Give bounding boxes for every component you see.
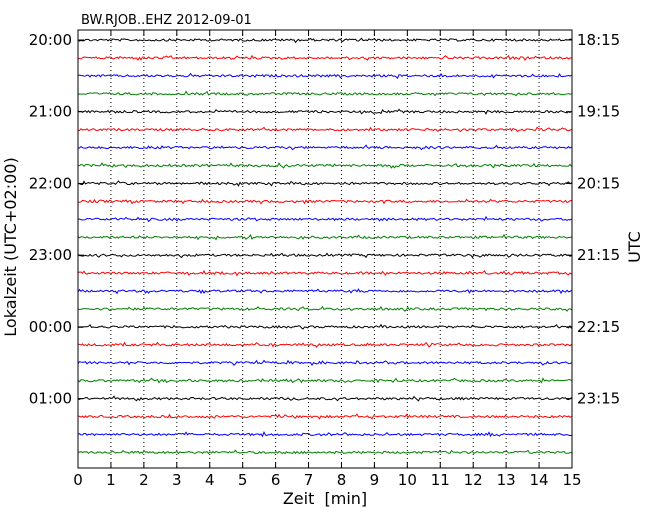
x-tick-label: 4 <box>205 471 215 489</box>
left-axis-ticks: 20:00 21:00 22:00 23:00 00:00 01:00 <box>29 31 84 408</box>
trace-line <box>77 233 572 241</box>
x-tick-label: 11 <box>431 471 450 489</box>
x-tick-label: 6 <box>271 471 281 489</box>
trace-line <box>77 431 572 438</box>
right-tick-label: 19:15 <box>577 103 620 121</box>
x-axis-ticks: 0 1 2 3 4 5 6 7 8 9 10 11 12 13 14 15 <box>73 30 582 489</box>
grid-lines <box>110 30 540 468</box>
x-tick-label: 14 <box>530 471 549 489</box>
right-tick-label: 21:15 <box>577 246 620 264</box>
chart-title: BW.RJOB..EHZ 2012-09-01 <box>81 13 252 28</box>
right-tick-label: 18:15 <box>577 31 620 49</box>
right-axis-ticks: 18:15 19:15 20:15 21:15 22:15 23:15 <box>566 31 620 408</box>
trace-line <box>77 341 572 348</box>
trace-line <box>77 395 572 402</box>
left-tick-label: 22:00 <box>29 174 72 192</box>
left-tick-label: 01:00 <box>29 390 72 408</box>
x-axis-label: Zeit [min] <box>283 489 367 508</box>
trace-line <box>77 288 572 295</box>
trace-line <box>77 252 572 259</box>
x-tick-label: 15 <box>562 471 581 489</box>
trace-line <box>77 413 572 420</box>
left-tick-label: 23:00 <box>29 246 72 264</box>
trace-line <box>77 215 572 223</box>
x-tick-label: 2 <box>139 471 149 489</box>
right-tick-label: 22:15 <box>577 318 620 336</box>
trace-line <box>77 305 572 312</box>
left-tick-label: 20:00 <box>29 31 72 49</box>
x-tick-label: 1 <box>106 471 116 489</box>
x-tick-label: 7 <box>304 471 314 489</box>
left-tick-label: 00:00 <box>29 318 72 336</box>
x-tick-label: 8 <box>337 471 347 489</box>
plot-frame <box>77 29 573 469</box>
right-tick-label: 20:15 <box>577 174 620 192</box>
trace-line <box>77 269 572 277</box>
trace-line <box>77 180 572 187</box>
trace-line <box>77 144 572 151</box>
x-tick-label: 12 <box>464 471 483 489</box>
trace-line <box>77 108 572 115</box>
left-tick-label: 21:00 <box>29 103 72 121</box>
y-axis-label-right: UTC <box>625 231 644 263</box>
x-tick-label: 5 <box>238 471 248 489</box>
x-tick-label: 13 <box>497 471 516 489</box>
y-axis-label-left: Lokalzeit (UTC+02:00) <box>1 157 20 336</box>
x-tick-label: 10 <box>398 471 417 489</box>
trace-line <box>77 377 572 384</box>
seismic-traces <box>77 37 572 455</box>
trace-line <box>77 72 572 80</box>
x-tick-label: 0 <box>73 471 83 489</box>
x-tick-label: 9 <box>370 471 380 489</box>
x-tick-label: 3 <box>172 471 182 489</box>
trace-line <box>77 359 572 366</box>
trace-line <box>77 323 572 330</box>
trace-line <box>77 449 572 455</box>
trace-line <box>77 90 572 97</box>
trace-line <box>77 162 572 169</box>
right-tick-label: 23:15 <box>577 390 620 408</box>
trace-line <box>77 54 572 62</box>
trace-line <box>77 198 572 205</box>
trace-line <box>77 37 572 44</box>
trace-line <box>77 126 572 133</box>
